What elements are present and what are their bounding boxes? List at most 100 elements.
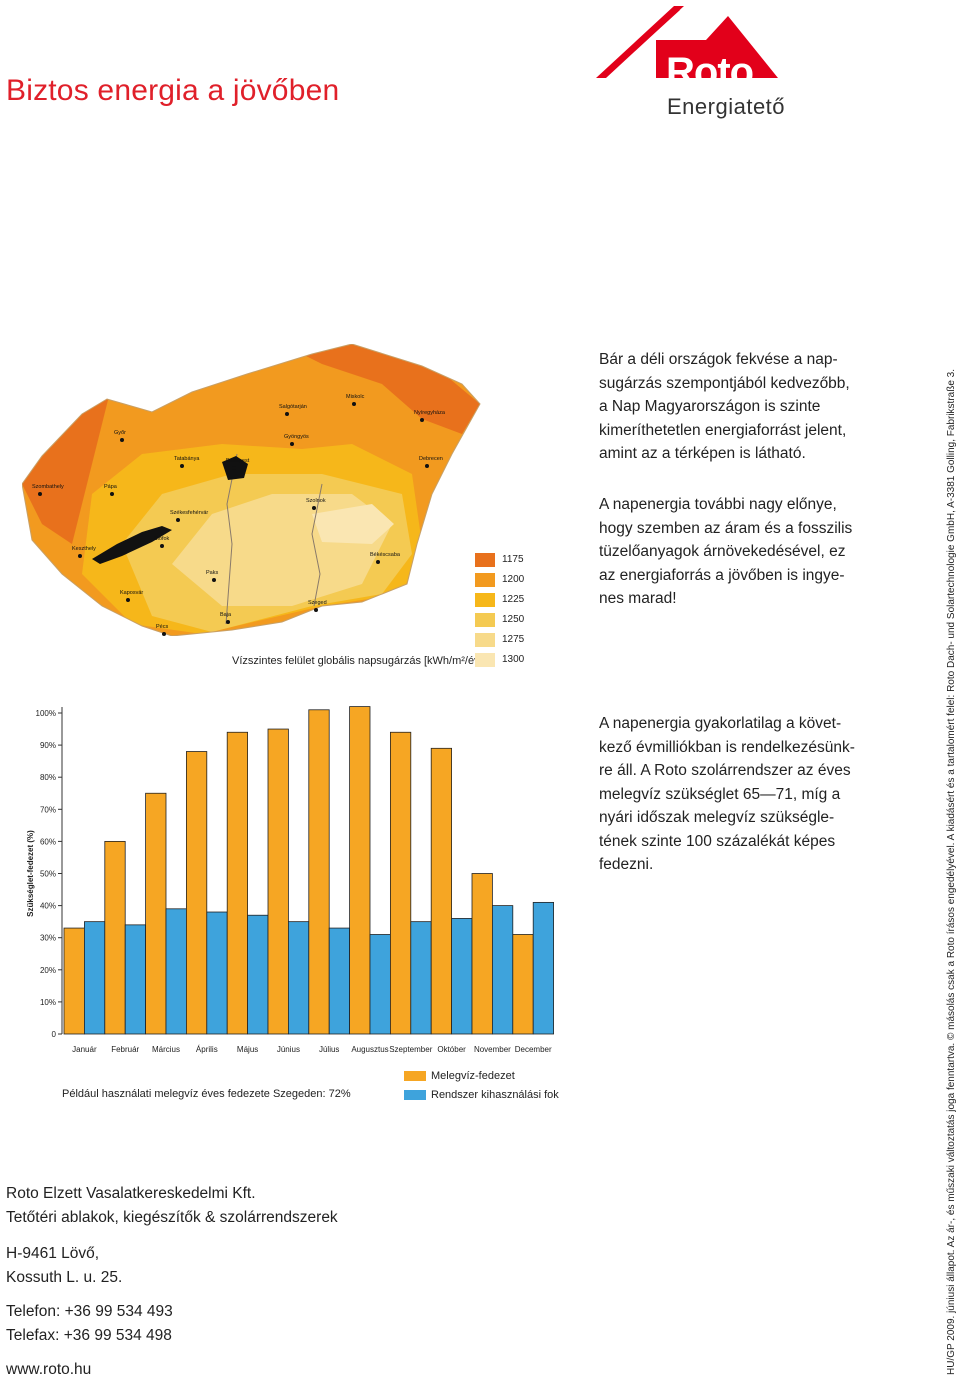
map-legend-value: 1250 — [502, 614, 525, 625]
chart-note: Például használati melegvíz éves fedezet… — [62, 1088, 351, 1100]
x-tick-label: Augusztus — [351, 1045, 388, 1054]
city-dot — [160, 544, 164, 548]
map-legend-swatch — [475, 613, 495, 627]
y-tick-label: 20% — [40, 966, 56, 975]
x-tick-label: Június — [277, 1045, 300, 1054]
coverage-bar-chart: 0 10% 20% 30% 40% 50% 60% 70% 80% 90% 100% Szükségl… — [26, 706, 555, 1054]
map-legend-value: 1200 — [502, 574, 525, 585]
city-label: Miskolc — [346, 394, 365, 400]
city-dot — [285, 412, 289, 416]
city-dot — [314, 608, 318, 612]
bar-hot-water — [267, 728, 289, 1035]
company-website-link[interactable]: www.roto.hu — [6, 1361, 92, 1378]
y-tick-label: 50% — [40, 870, 56, 879]
company-address-line2: Kossuth L. u. 25. — [6, 1269, 123, 1286]
city-dot — [376, 560, 380, 564]
city-label: Debrecen — [419, 456, 443, 462]
x-tick-label: Október — [437, 1045, 466, 1054]
city-dot — [420, 418, 424, 422]
city-label: Győr — [114, 430, 126, 436]
bar-utilization — [206, 911, 228, 1035]
city-label: Szombathely — [32, 484, 64, 490]
city-dot — [312, 506, 316, 510]
roto-logo[interactable]: Roto Energiatető — [596, 6, 786, 119]
bar-utilization — [124, 924, 146, 1035]
city-label: Székesfehérvár — [170, 510, 208, 516]
x-tick-label: Január — [72, 1045, 97, 1054]
city-dot — [212, 578, 216, 582]
hungary-irradiation-map: Szombathely Győr Pápa Tatabánya Budapest Salg… — [22, 344, 481, 636]
y-tick-label: 70% — [40, 805, 56, 814]
y-tick-label: 80% — [40, 773, 56, 782]
bar-hot-water — [471, 873, 493, 1035]
city-label: Pápa — [104, 484, 118, 490]
y-tick-label: 100% — [36, 709, 56, 718]
company-phone: Telefon: +36 99 534 493 — [6, 1303, 173, 1320]
map-legend-value: 1175 — [502, 554, 524, 565]
y-tick-label: 60% — [40, 837, 56, 846]
y-tick-label: 30% — [40, 934, 56, 943]
x-tick-label: Március — [152, 1045, 180, 1054]
y-tick-label: 40% — [40, 902, 56, 911]
city-label: Pécs — [156, 624, 168, 630]
city-dot — [425, 464, 429, 468]
city-label: Budapest — [226, 458, 250, 464]
bar-hot-water — [63, 927, 85, 1035]
bar-hot-water — [308, 709, 330, 1035]
city-label: Békéscsaba — [370, 552, 401, 558]
city-label: Szolnok — [306, 498, 326, 504]
y-tick-label: 0 — [52, 1030, 57, 1039]
city-dot — [226, 620, 230, 624]
map-caption: Vízszintes felület globális napsugárzás … — [232, 655, 483, 667]
city-dot — [290, 442, 294, 446]
city-label: Salgótarján — [279, 404, 307, 410]
brand-name: Roto — [666, 50, 754, 94]
map-legend-value: 1275 — [502, 634, 525, 645]
bar-utilization — [247, 914, 269, 1035]
city-label: Kaposvár — [120, 590, 143, 596]
city-label: Gyöngyös — [284, 434, 309, 440]
bar-hot-water — [430, 747, 453, 1035]
city-dot — [38, 492, 42, 496]
bar-hot-water — [389, 731, 412, 1035]
city-label: Siófok — [154, 536, 170, 542]
city-label: Baja — [220, 612, 232, 618]
legend-label-utilization: Rendszer kihasználási fok — [431, 1089, 559, 1101]
map-legend-value: 1225 — [502, 594, 525, 605]
y-tick-label: 90% — [40, 741, 56, 750]
bar-hot-water — [104, 840, 126, 1035]
city-label: Keszthely — [72, 546, 96, 552]
bar-utilization — [84, 921, 106, 1035]
legend-swatch-utilization — [404, 1090, 426, 1100]
legal-side-note: HU/GP 2009. júniusi állapot. Az ár-, és … — [946, 368, 957, 1375]
map-legend-swatch — [475, 573, 495, 587]
bar-utilization — [165, 908, 187, 1035]
map-legend-swatch — [475, 653, 495, 667]
company-tagline: Tetőtéri ablakok, kiegészítők & szolárre… — [6, 1209, 338, 1226]
city-label: Paks — [206, 570, 218, 576]
city-dot — [180, 464, 184, 468]
city-label: Tatabánya — [174, 456, 200, 462]
y-axis-label: Szükséglet-fedezet (%) — [26, 830, 35, 917]
map-legend-swatch — [475, 633, 495, 647]
city-label: Nyíregyháza — [414, 410, 446, 416]
map-legend-value: 1300 — [502, 654, 525, 665]
bar-utilization — [287, 921, 310, 1035]
city-labels: Szombathely Győr Pápa Tatabánya Budapest Salg… — [32, 394, 446, 636]
brand-subtitle: Energiatető — [667, 94, 786, 119]
map-legend-swatch — [475, 553, 495, 567]
x-tick-label: Április — [196, 1045, 218, 1054]
bar-utilization — [369, 934, 391, 1035]
bar-hot-water — [349, 706, 371, 1035]
legend-label-hot-water: Melegvíz-fedezet — [431, 1070, 515, 1082]
city-dot — [110, 492, 114, 496]
city-dot — [162, 632, 166, 636]
x-tick-label: Szeptember — [389, 1045, 432, 1054]
roof-logo-icon — [596, 6, 778, 78]
page-title: Biztos energia a jövőben — [6, 74, 340, 107]
company-address-line1: H-9461 Lövő, — [6, 1245, 100, 1262]
city-dot — [352, 402, 356, 406]
city-dot — [126, 598, 130, 602]
map-legend-swatch — [475, 593, 495, 607]
city-dot — [78, 554, 82, 558]
